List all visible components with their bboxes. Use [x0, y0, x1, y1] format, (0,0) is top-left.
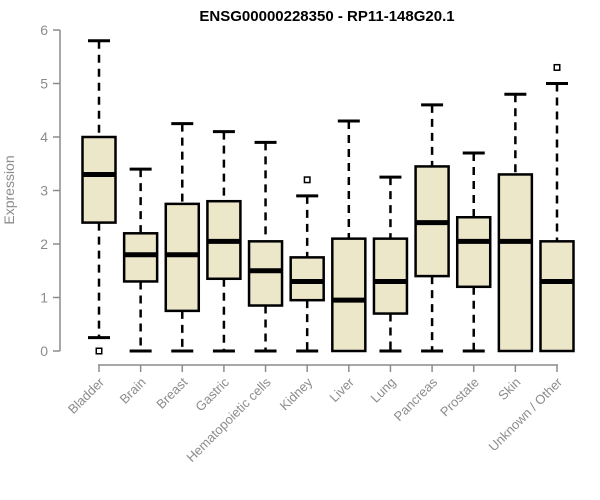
box-group: [289, 176, 325, 353]
box-group: [497, 92, 534, 353]
box-group: [539, 63, 575, 353]
y-tick-label: 4: [40, 129, 48, 145]
iqr-box: [289, 256, 325, 302]
boxes-layer: [81, 39, 575, 355]
iqr-box: [372, 237, 409, 315]
box-group: [164, 122, 201, 353]
box-group: [455, 151, 492, 353]
outlier-point: [303, 176, 311, 184]
box-group: [372, 175, 409, 353]
x-tick-label: Breast: [153, 374, 190, 411]
x-tick-label: Gastric: [192, 374, 232, 414]
box-group: [331, 119, 367, 353]
box-group: [247, 140, 284, 353]
iqr-box: [539, 240, 575, 353]
y-tick-label: 0: [40, 343, 48, 359]
x-tick-label: Lung: [368, 375, 399, 406]
box-group: [122, 167, 159, 353]
chart-title: ENSG00000228350 - RP11-148G20.1: [199, 8, 454, 25]
iqr-box: [164, 202, 201, 313]
x-tick-label: Brain: [117, 375, 149, 407]
outlier-point: [95, 347, 103, 355]
x-tick-label: Bladder: [65, 374, 108, 417]
outlier-point: [553, 63, 561, 71]
iqr-box: [497, 173, 534, 353]
iqr-box: [455, 216, 492, 289]
x-tick-label: Skin: [495, 375, 523, 403]
x-tick-label: Liver: [326, 374, 357, 405]
y-tick-label: 6: [40, 22, 48, 38]
iqr-box: [247, 240, 284, 307]
box-group: [81, 39, 117, 355]
iqr-box: [81, 135, 117, 224]
box-group: [206, 130, 242, 353]
iqr-box: [331, 237, 367, 353]
x-tick-label: Unknown / Other: [486, 374, 566, 454]
box-group: [414, 103, 450, 353]
y-tick-label: 2: [40, 236, 48, 252]
y-axis-label: Expression: [1, 155, 17, 224]
x-tick-label: Pancreas: [391, 374, 441, 424]
iqr-box: [122, 232, 159, 283]
y-tick-label: 3: [40, 183, 48, 199]
x-tick-label: Prostate: [437, 375, 482, 420]
x-tick-label: Kidney: [277, 374, 316, 413]
y-tick-label: 1: [40, 290, 48, 306]
y-tick-label: 5: [40, 76, 48, 92]
